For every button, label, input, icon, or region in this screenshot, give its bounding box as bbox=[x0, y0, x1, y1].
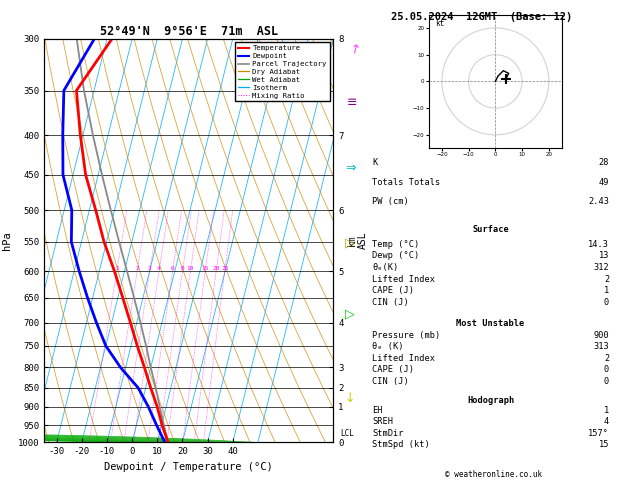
Text: 15: 15 bbox=[599, 440, 610, 450]
Text: K: K bbox=[372, 158, 377, 167]
Text: kt: kt bbox=[435, 18, 445, 28]
Text: © weatheronline.co.uk: © weatheronline.co.uk bbox=[445, 470, 542, 479]
Y-axis label: km
ASL: km ASL bbox=[347, 232, 368, 249]
Text: 15: 15 bbox=[201, 266, 209, 271]
Text: 20: 20 bbox=[213, 266, 220, 271]
Text: ≡: ≡ bbox=[347, 96, 357, 108]
Text: 4: 4 bbox=[157, 266, 161, 271]
Text: 157°: 157° bbox=[588, 429, 610, 438]
Text: ▷: ▷ bbox=[345, 307, 355, 320]
Text: CIN (J): CIN (J) bbox=[372, 298, 409, 307]
Text: 8: 8 bbox=[181, 266, 184, 271]
Text: PW (cm): PW (cm) bbox=[372, 197, 409, 206]
Text: θₑ (K): θₑ (K) bbox=[372, 343, 403, 351]
Text: Pressure (mb): Pressure (mb) bbox=[372, 331, 440, 340]
Text: 28: 28 bbox=[599, 158, 610, 167]
Title: 52°49'N  9°56'E  71m  ASL: 52°49'N 9°56'E 71m ASL bbox=[99, 25, 278, 38]
Text: 0: 0 bbox=[604, 365, 610, 374]
Text: 49: 49 bbox=[599, 177, 610, 187]
Text: Lifted Index: Lifted Index bbox=[372, 354, 435, 363]
Text: 2: 2 bbox=[604, 354, 610, 363]
Text: 313: 313 bbox=[594, 343, 610, 351]
Text: 6: 6 bbox=[170, 266, 174, 271]
Text: EH: EH bbox=[372, 406, 382, 415]
Text: ⇒: ⇒ bbox=[346, 161, 356, 174]
Text: 1: 1 bbox=[604, 406, 610, 415]
Text: Dewp (°C): Dewp (°C) bbox=[372, 251, 420, 260]
Text: Surface: Surface bbox=[472, 225, 509, 234]
Text: StmSpd (kt): StmSpd (kt) bbox=[372, 440, 430, 450]
Text: 2.43: 2.43 bbox=[588, 197, 610, 206]
Text: SREH: SREH bbox=[372, 417, 393, 426]
Legend: Temperature, Dewpoint, Parcel Trajectory, Dry Adiabat, Wet Adiabat, Isotherm, Mi: Temperature, Dewpoint, Parcel Trajectory… bbox=[235, 42, 330, 102]
Text: CAPE (J): CAPE (J) bbox=[372, 365, 414, 374]
Text: CIN (J): CIN (J) bbox=[372, 377, 409, 386]
Text: θₑ(K): θₑ(K) bbox=[372, 263, 398, 272]
Text: 2: 2 bbox=[604, 275, 610, 284]
Text: 10: 10 bbox=[187, 266, 194, 271]
X-axis label: Dewpoint / Temperature (°C): Dewpoint / Temperature (°C) bbox=[104, 462, 273, 472]
Text: 3: 3 bbox=[148, 266, 152, 271]
Text: StmDir: StmDir bbox=[372, 429, 403, 438]
Text: 2: 2 bbox=[135, 266, 139, 271]
Text: CAPE (J): CAPE (J) bbox=[372, 286, 414, 295]
Text: 25.05.2024  12GMT  (Base: 12): 25.05.2024 12GMT (Base: 12) bbox=[391, 12, 572, 22]
Text: 25: 25 bbox=[221, 266, 228, 271]
Text: 900: 900 bbox=[594, 331, 610, 340]
Text: 0: 0 bbox=[604, 298, 610, 307]
Text: 0: 0 bbox=[604, 377, 610, 386]
Text: Temp (°C): Temp (°C) bbox=[372, 240, 420, 249]
Text: 14.3: 14.3 bbox=[588, 240, 610, 249]
Y-axis label: hPa: hPa bbox=[2, 231, 12, 250]
Text: 4: 4 bbox=[604, 417, 610, 426]
Text: LCL: LCL bbox=[340, 429, 354, 438]
Text: ▷: ▷ bbox=[345, 237, 355, 249]
Text: 1: 1 bbox=[115, 266, 119, 271]
Text: Lifted Index: Lifted Index bbox=[372, 275, 435, 284]
Text: 1: 1 bbox=[604, 286, 610, 295]
Text: Totals Totals: Totals Totals bbox=[372, 177, 440, 187]
Text: Hodograph: Hodograph bbox=[467, 396, 515, 405]
Text: ↓: ↓ bbox=[345, 392, 355, 405]
Text: 312: 312 bbox=[594, 263, 610, 272]
Text: 13: 13 bbox=[599, 251, 610, 260]
Text: ↗: ↗ bbox=[348, 40, 363, 57]
Text: Most Unstable: Most Unstable bbox=[457, 319, 525, 328]
